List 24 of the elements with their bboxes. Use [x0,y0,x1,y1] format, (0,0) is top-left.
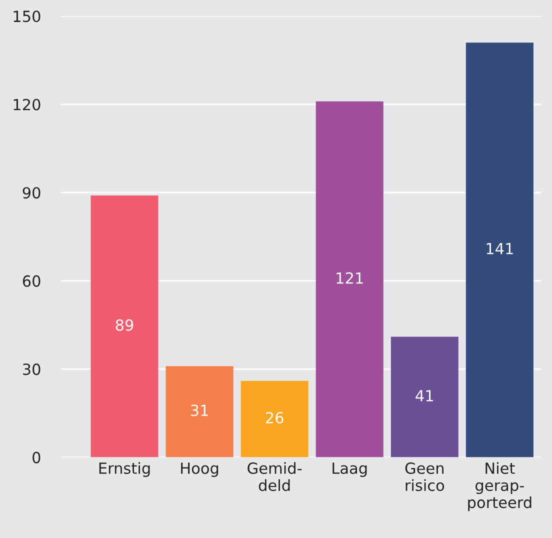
data-label: 121 [336,272,363,284]
y-tick-label: 90 [22,187,40,199]
bar [316,101,384,458]
x-tick-label: Laag [332,462,367,477]
x-tick-label: Niet gerap- porteerd [468,462,532,512]
x-tick-label: Ernstig [99,462,150,477]
data-label: 141 [486,243,513,254]
data-label: 31 [190,404,208,416]
data-label: 41 [416,390,433,402]
bar [90,196,158,458]
data-label: 26 [266,412,284,424]
y-tick-label: 30 [23,364,40,376]
y-tick-label: 60 [22,275,40,287]
x-tick-label: Geen risico [405,462,444,492]
bar [166,366,234,458]
y-tick-label: 120 [14,98,40,110]
x-tick-label: Gemid- deld [248,462,302,492]
bar [390,336,458,458]
y-tick-label: 150 [14,10,40,22]
data-label: 89 [116,319,134,331]
bar [466,42,534,458]
y-tick-label: 0 [32,452,40,464]
x-tick-label: Hoog [181,462,218,477]
bar [240,380,308,458]
